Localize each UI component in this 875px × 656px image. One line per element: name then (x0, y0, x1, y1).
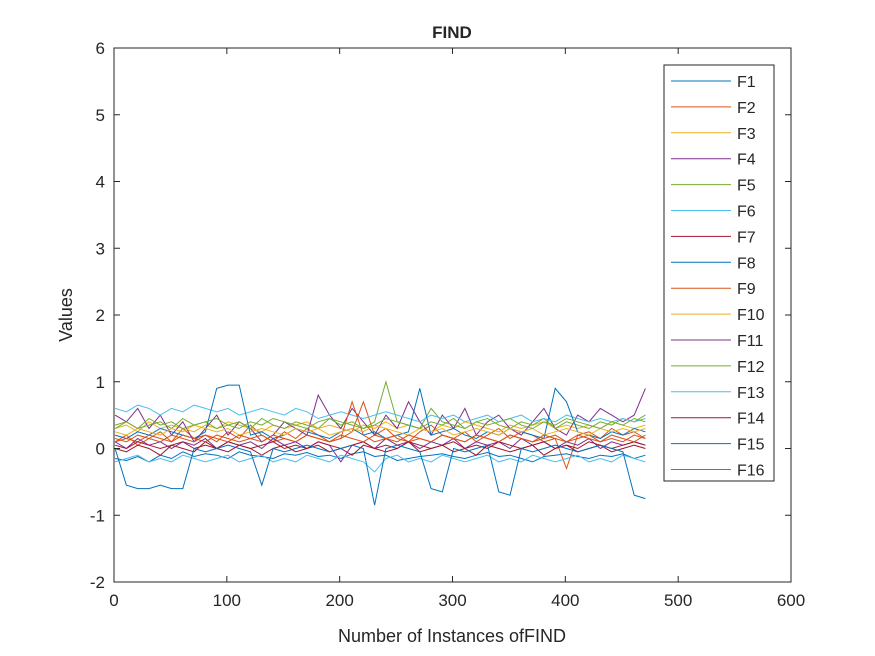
legend-label-f14: F14 (737, 411, 765, 428)
series-line-f11 (114, 437, 646, 463)
series-line-f9 (114, 400, 646, 443)
legend-label-f4: F4 (737, 152, 756, 169)
y-axis-label: Values (56, 288, 76, 342)
y-tick-label: 0 (96, 440, 105, 459)
series-layer (114, 379, 646, 506)
legend-label-f9: F9 (737, 281, 756, 298)
series-line-f4 (114, 388, 646, 443)
y-tick-label: 5 (96, 106, 105, 125)
series-line-f13 (114, 454, 646, 473)
legend-label-f13: F13 (737, 385, 765, 402)
legend-label-f10: F10 (737, 307, 765, 324)
series-line-f16 (114, 434, 646, 443)
x-tick-label: 100 (213, 591, 241, 610)
legend: F1 F2 F3 F4 F5 F6 F7 F8 F9 F10 F11 F12 F13 F14 F15 F16 (663, 64, 775, 482)
series-line-f1 (115, 451, 646, 463)
legend-label-f11: F11 (737, 333, 763, 350)
series-line-f14 (114, 441, 646, 450)
legend-label-f12: F12 (737, 359, 765, 376)
x-tick-label: 300 (438, 591, 466, 610)
legend-label-f16: F16 (737, 463, 765, 480)
x-tick-label: 600 (777, 591, 805, 610)
series-line-f15 (114, 444, 646, 506)
x-tick-label: 0 (109, 591, 118, 610)
y-tick-label: -2 (90, 573, 105, 592)
x-tick-label: 500 (664, 591, 692, 610)
legend-label-f7: F7 (737, 229, 756, 246)
x-tick-label: 200 (325, 591, 353, 610)
series-line-f10 (114, 424, 646, 436)
legend-label-f2: F2 (737, 100, 756, 117)
y-tick-label: 4 (96, 173, 105, 192)
ticks-layer: 0 100 200 300 400 500 600 -2 -1 0 1 2 3 4 5 6 (90, 39, 805, 610)
legend-label-f5: F5 (737, 178, 756, 195)
legend-label-f1: F1 (737, 74, 756, 91)
legend-label-f3: F3 (737, 126, 756, 143)
y-tick-label: -1 (90, 506, 105, 525)
series-line-f12 (114, 417, 646, 430)
y-tick-label: 6 (96, 39, 105, 58)
legend-label-f6: F6 (737, 204, 756, 221)
series-line-f8 (114, 384, 646, 440)
y-tick-label: 1 (96, 373, 105, 392)
y-tick-label: 3 (96, 239, 105, 258)
chart-title: FIND (432, 23, 472, 42)
legend-label-f8: F8 (737, 255, 756, 272)
x-axis-label: Number of Instances ofFIND (338, 626, 566, 646)
x-tick-label: 400 (551, 591, 579, 610)
legend-label-f15: F15 (737, 437, 765, 454)
series-line-f6 (114, 404, 646, 423)
y-tick-label: 2 (96, 306, 105, 325)
legend-box (663, 64, 775, 482)
